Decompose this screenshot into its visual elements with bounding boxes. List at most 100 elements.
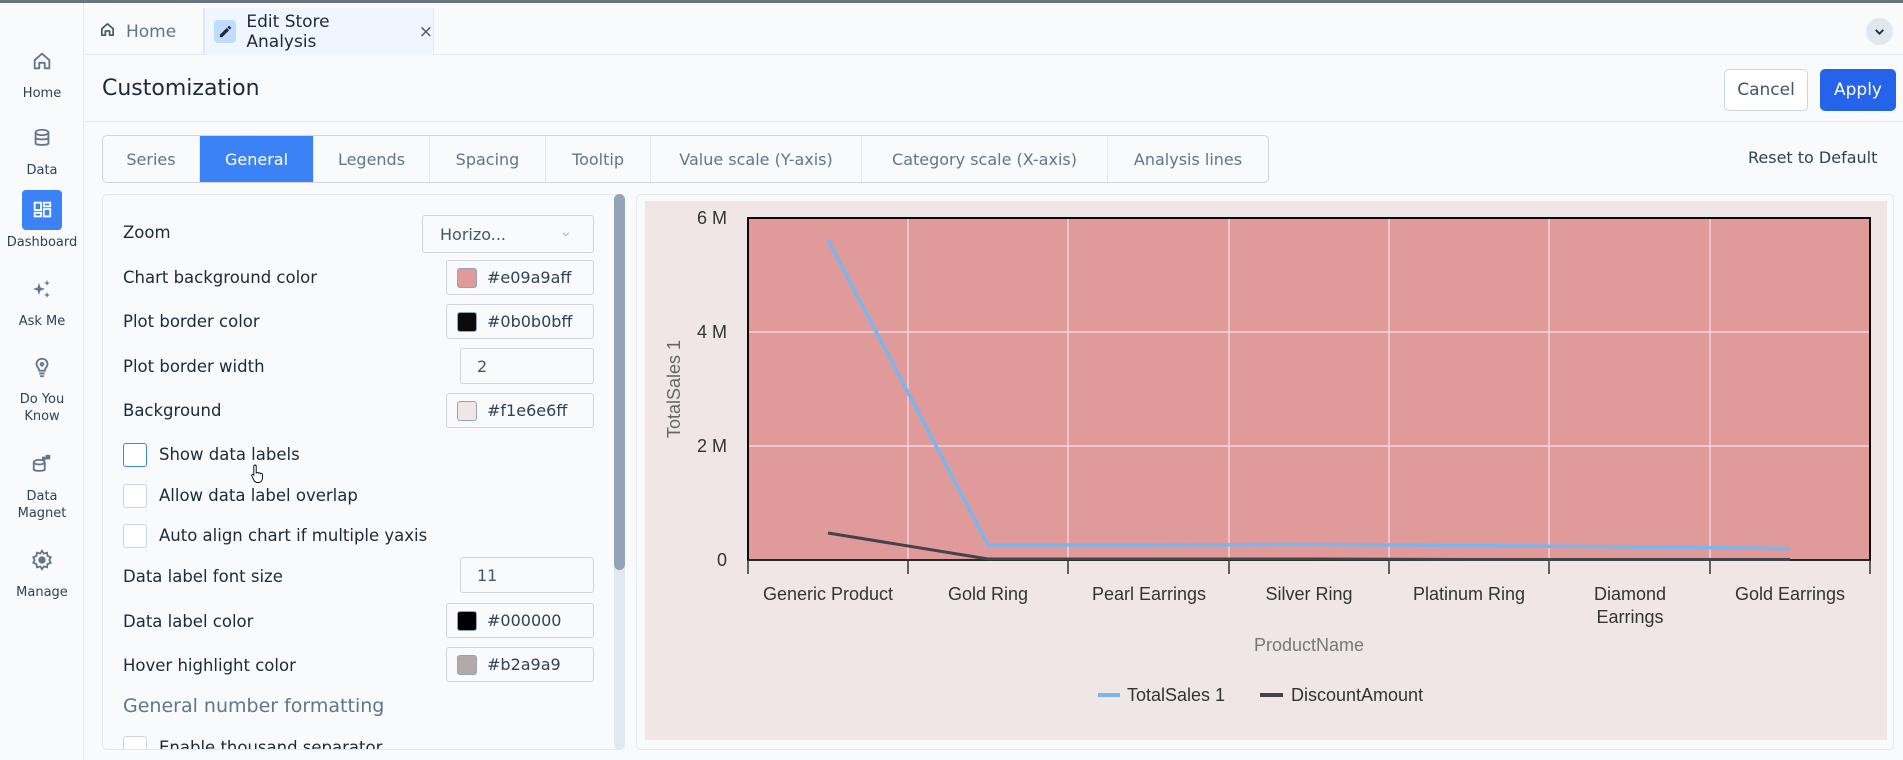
auto-align-checkbox[interactable] bbox=[123, 524, 147, 548]
gear-icon bbox=[22, 540, 62, 580]
svg-text:Pearl Earrings: Pearl Earrings bbox=[1092, 584, 1206, 604]
tab-label: Edit Store Analysis bbox=[246, 11, 330, 52]
pencil-icon bbox=[214, 20, 237, 43]
input-value: 2 bbox=[477, 356, 488, 376]
legend-item-discount-amount[interactable]: DiscountAmount bbox=[1260, 685, 1423, 705]
series-totalsales-line[interactable] bbox=[826, 239, 1791, 551]
sidebar-item-data-magnet[interactable]: Data Magnet bbox=[0, 444, 84, 522]
svg-text:Earrings: Earrings bbox=[1596, 607, 1663, 627]
chevron-down-icon bbox=[562, 232, 570, 237]
zoom-value: Horizo... bbox=[440, 224, 507, 244]
chart-background-color-picker[interactable]: #e09a9aff bbox=[446, 260, 594, 295]
enable-thousand-separator-checkbox[interactable] bbox=[123, 736, 147, 749]
legend-item-totalsales[interactable]: TotalSales 1 bbox=[1098, 685, 1225, 705]
sidebar-item-home[interactable]: Home bbox=[0, 41, 84, 102]
input-value: 11 bbox=[477, 565, 498, 585]
general-number-formatting-title: General number formatting bbox=[123, 695, 385, 717]
window-top-border bbox=[0, 0, 1903, 3]
sidebar-item-label: Data bbox=[26, 163, 58, 178]
plot-area bbox=[748, 218, 1870, 560]
sidebar-item-dashboard[interactable]: Dashboard bbox=[0, 190, 84, 251]
apply-button[interactable]: Apply bbox=[1820, 69, 1896, 111]
tab-legends[interactable]: Legends bbox=[314, 136, 430, 182]
sidebar-item-manage[interactable]: Manage bbox=[0, 540, 84, 601]
plot-border-width-input[interactable]: 2 bbox=[460, 348, 594, 384]
svg-text:4 M: 4 M bbox=[697, 322, 727, 342]
tab-label: Home bbox=[126, 21, 177, 42]
hover-highlight-color-picker[interactable]: #b2a9a9 bbox=[446, 647, 594, 682]
reset-to-default-link[interactable]: Reset to Default bbox=[1748, 148, 1878, 167]
sidebar-item-label: Ask Me bbox=[18, 314, 66, 329]
auto-align-label[interactable]: Auto align chart if multiple yaxis bbox=[159, 526, 428, 545]
tab-series[interactable]: Series bbox=[103, 136, 200, 182]
color-value: #000000 bbox=[487, 611, 562, 630]
background-label: Background bbox=[123, 401, 222, 420]
sidebar-item-data[interactable]: Data bbox=[0, 118, 84, 179]
settings-scrollbar[interactable] bbox=[614, 194, 625, 750]
tab-analysis-lines[interactable]: Analysis lines bbox=[1133, 149, 1243, 169]
svg-text:Diamond: Diamond bbox=[1594, 584, 1666, 604]
chart-legend: TotalSales 1 DiscountAmount bbox=[1098, 685, 1423, 705]
zoom-label: Zoom bbox=[123, 223, 171, 242]
tabs-menu-chevron-button[interactable] bbox=[1866, 18, 1893, 45]
sidebar-item-label: Do You Know bbox=[19, 392, 65, 424]
tab-edit-store-analysis[interactable]: Edit Store Analysis × bbox=[204, 8, 434, 55]
svg-text:0: 0 bbox=[717, 550, 727, 570]
sparkle-icon bbox=[22, 269, 62, 309]
x-axis-labels: Generic Product Gold Ring Pearl Earrings… bbox=[763, 584, 1845, 627]
color-value: #e09a9aff bbox=[487, 268, 572, 287]
svg-text:2 M: 2 M bbox=[697, 436, 727, 456]
database-icon bbox=[22, 118, 62, 158]
svg-text:Silver Ring: Silver Ring bbox=[1265, 584, 1352, 604]
sidebar-item-label: Home bbox=[22, 86, 62, 101]
color-swatch bbox=[457, 654, 477, 675]
sidebar: Home Data Dashboard Ask Me Do You Know D… bbox=[0, 3, 84, 760]
customization-tabs: Series General Legends Spacing Tooltip V… bbox=[102, 135, 1269, 183]
settings-scrollbar-thumb[interactable] bbox=[614, 194, 625, 570]
tab-tooltip[interactable]: Tooltip bbox=[546, 136, 651, 182]
zoom-select[interactable]: Horizo... bbox=[422, 215, 594, 253]
tab-home[interactable]: Home bbox=[85, 8, 204, 55]
sidebar-item-do-you-know[interactable]: Do You Know bbox=[0, 347, 84, 425]
plot-border-color-picker[interactable]: #0b0b0bff bbox=[446, 304, 594, 339]
allow-data-label-overlap-checkbox[interactable] bbox=[123, 484, 147, 508]
sidebar-item-label: Dashboard bbox=[6, 235, 78, 250]
tab-general[interactable]: General bbox=[200, 136, 314, 182]
svg-text:Generic Product: Generic Product bbox=[763, 584, 893, 604]
close-icon[interactable]: × bbox=[418, 21, 433, 42]
home-icon bbox=[99, 21, 116, 43]
lightbulb-icon bbox=[22, 347, 62, 387]
line-chart: 0 2 M 4 M 6 M TotalSales 1 Generic Produ… bbox=[645, 201, 1887, 740]
background-color-picker[interactable]: #f1e6e6ff bbox=[446, 393, 594, 428]
chart-background-color-label: Chart background color bbox=[123, 268, 318, 287]
sidebar-item-ask-me[interactable]: Ask Me bbox=[0, 269, 84, 330]
enable-thousand-separator-label[interactable]: Enable thousand separator bbox=[159, 738, 383, 750]
mouse-pointer-hand-icon bbox=[251, 464, 263, 483]
data-magnet-icon bbox=[22, 444, 62, 484]
color-swatch bbox=[457, 610, 477, 631]
svg-text:TotalSales 1: TotalSales 1 bbox=[1127, 685, 1225, 705]
svg-text:6 M: 6 M bbox=[697, 208, 727, 228]
y-axis-title: TotalSales 1 bbox=[664, 340, 684, 438]
tab-category-scale[interactable]: Category scale (X-axis) bbox=[862, 136, 1108, 182]
series-discount-amount-line[interactable] bbox=[827, 531, 1790, 561]
data-label-font-size-label: Data label font size bbox=[123, 567, 283, 586]
show-data-labels-label[interactable]: Show data labels bbox=[159, 445, 300, 464]
allow-data-label-overlap-label[interactable]: Allow data label overlap bbox=[159, 486, 358, 505]
tab-spacing[interactable]: Spacing bbox=[430, 136, 546, 182]
plot-border-width-label: Plot border width bbox=[123, 357, 265, 376]
color-value: #b2a9a9 bbox=[487, 655, 561, 674]
show-data-labels-checkbox[interactable] bbox=[123, 443, 147, 467]
chevron-down-icon bbox=[1875, 29, 1884, 36]
sidebar-item-label: Manage bbox=[16, 585, 68, 600]
color-swatch bbox=[457, 267, 477, 288]
document-tab-strip: Home Edit Store Analysis × bbox=[85, 3, 1903, 55]
data-label-color-picker[interactable]: #000000 bbox=[446, 603, 594, 638]
tab-value-scale[interactable]: Value scale (Y-axis) bbox=[651, 136, 862, 182]
dashboard-icon bbox=[22, 190, 62, 230]
sidebar-item-label: Data Magnet bbox=[17, 489, 67, 521]
cancel-button[interactable]: Cancel bbox=[1724, 69, 1808, 111]
data-label-font-size-input[interactable]: 11 bbox=[460, 557, 594, 593]
svg-text:Gold Ring: Gold Ring bbox=[948, 584, 1028, 604]
hover-highlight-color-label: Hover highlight color bbox=[123, 656, 296, 675]
